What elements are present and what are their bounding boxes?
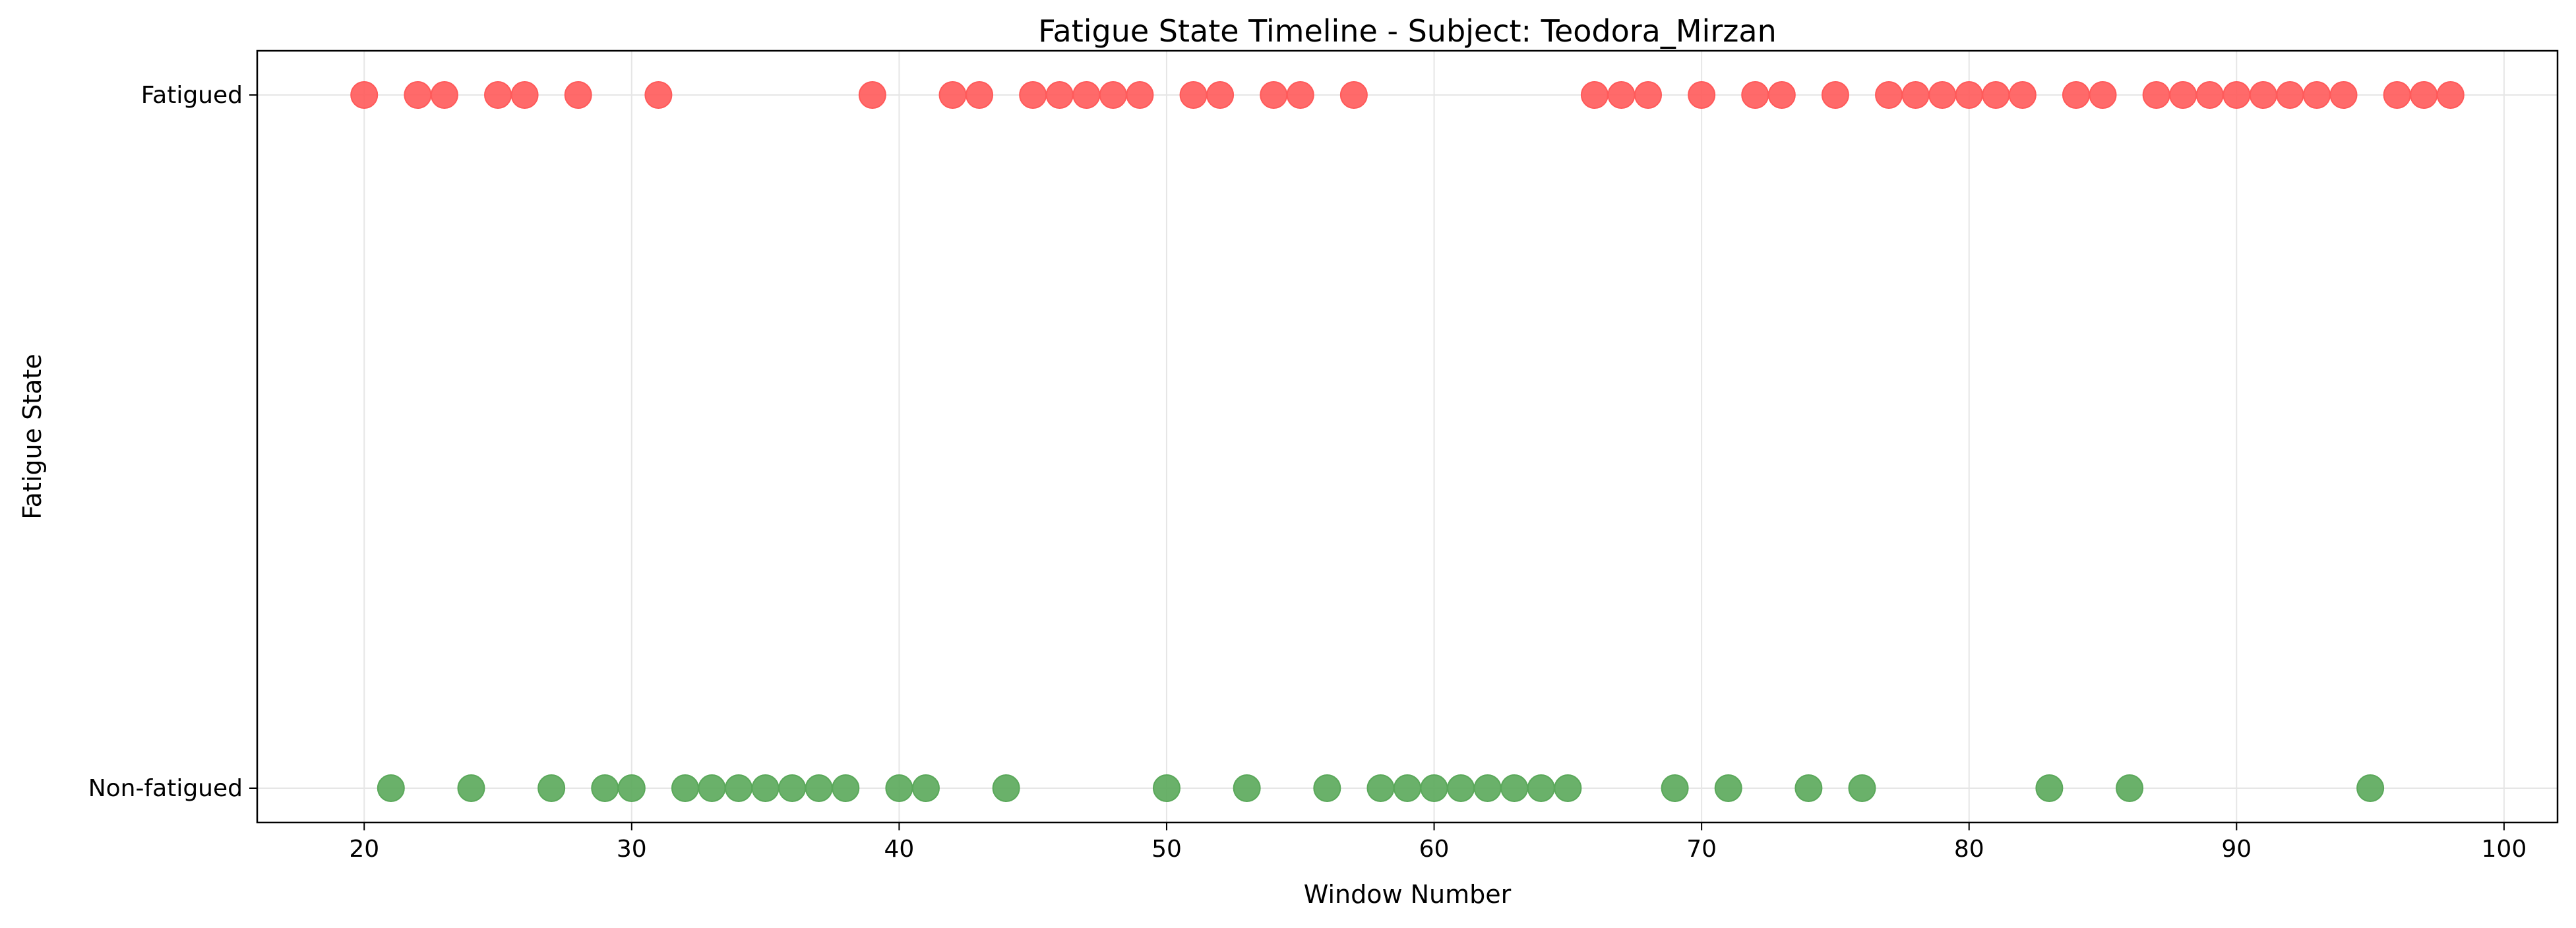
non-fatigued-point bbox=[1366, 774, 1395, 802]
non-fatigued-point bbox=[591, 774, 619, 802]
x-tick-label: 40 bbox=[884, 836, 914, 863]
fatigued-point bbox=[966, 81, 994, 109]
y-tick-label: Non-fatigued bbox=[88, 775, 243, 802]
fatigued-point bbox=[1901, 81, 1930, 109]
non-fatigued-point bbox=[1313, 774, 1341, 802]
x-tick-label: 100 bbox=[2482, 836, 2527, 863]
fatigued-point bbox=[2169, 81, 2197, 109]
y-axis-label: Fatigue State bbox=[18, 354, 47, 519]
fatigued-point bbox=[1339, 81, 1368, 109]
fatigued-point bbox=[2276, 81, 2304, 109]
non-fatigued-point bbox=[377, 774, 405, 802]
fatigued-point bbox=[2436, 81, 2465, 109]
plot-area-frame bbox=[256, 49, 2559, 824]
fatigued-point bbox=[564, 81, 592, 109]
non-fatigued-point bbox=[751, 774, 780, 802]
non-fatigued-point bbox=[725, 774, 753, 802]
chart-title: Fatigue State Timeline - Subject: Teodor… bbox=[1038, 13, 1776, 49]
data-points bbox=[350, 81, 2465, 802]
fatigued-point bbox=[1741, 81, 1769, 109]
fatigued-point bbox=[430, 81, 458, 109]
fatigued-point bbox=[1179, 81, 1208, 109]
fatigued-point bbox=[1045, 81, 1074, 109]
fatigued-point bbox=[1099, 81, 1127, 109]
fatigued-point bbox=[2383, 81, 2411, 109]
non-fatigued-point bbox=[1152, 774, 1181, 802]
non-fatigued-point bbox=[1527, 774, 1555, 802]
fatigued-point bbox=[510, 81, 539, 109]
fatigued-point bbox=[1580, 81, 1609, 109]
y-tick-label: Fatigued bbox=[141, 82, 243, 109]
x-tick-label: 70 bbox=[1686, 836, 1717, 863]
x-tick-label: 90 bbox=[2221, 836, 2252, 863]
non-fatigued-point bbox=[885, 774, 913, 802]
non-fatigued-point bbox=[671, 774, 699, 802]
non-fatigued-point bbox=[778, 774, 807, 802]
non-fatigued-point bbox=[2356, 774, 2385, 802]
fatigued-point bbox=[1206, 81, 1235, 109]
fatigued-point bbox=[2223, 81, 2251, 109]
fatigued-point bbox=[2249, 81, 2277, 109]
fatigued-point bbox=[1607, 81, 1636, 109]
fatigued-point bbox=[2062, 81, 2090, 109]
non-fatigued-point bbox=[805, 774, 833, 802]
fatigued-point bbox=[2329, 81, 2358, 109]
fatigued-point bbox=[2302, 81, 2331, 109]
fatigued-point bbox=[484, 81, 512, 109]
non-fatigued-point bbox=[1420, 774, 1448, 802]
non-fatigued-point bbox=[2116, 774, 2144, 802]
x-tick-label: 30 bbox=[617, 836, 647, 863]
fatigued-point bbox=[1688, 81, 1716, 109]
non-fatigued-point bbox=[1661, 774, 1689, 802]
non-fatigued-point bbox=[1794, 774, 1823, 802]
y-axis-ticks: Non-fatigued Fatigued bbox=[88, 82, 257, 802]
non-fatigued-point bbox=[1554, 774, 1582, 802]
non-fatigued-point bbox=[1447, 774, 1475, 802]
non-fatigued-point bbox=[537, 774, 566, 802]
non-fatigued-point bbox=[1848, 774, 1876, 802]
fatigued-point bbox=[1634, 81, 1663, 109]
non-fatigued-point bbox=[617, 774, 646, 802]
fatigued-point bbox=[2008, 81, 2037, 109]
fatigued-point bbox=[1019, 81, 1047, 109]
fatigued-point bbox=[350, 81, 379, 109]
grid-lines bbox=[257, 51, 2558, 822]
fatigued-point bbox=[404, 81, 432, 109]
non-fatigued-point bbox=[1233, 774, 1261, 802]
non-fatigued-point bbox=[457, 774, 485, 802]
fatigued-point bbox=[1821, 81, 1849, 109]
non-fatigued-point bbox=[911, 774, 940, 802]
non-fatigued-point bbox=[1500, 774, 1529, 802]
non-fatigued-point bbox=[1473, 774, 1502, 802]
x-tick-label: 50 bbox=[1151, 836, 1182, 863]
non-fatigued-point bbox=[1714, 774, 1742, 802]
non-fatigued-point bbox=[832, 774, 860, 802]
fatigued-point bbox=[1126, 81, 1154, 109]
x-axis-ticks: 20 30 40 50 60 70 80 90 100 bbox=[349, 822, 2527, 863]
fatigued-point bbox=[938, 81, 967, 109]
fatigued-point bbox=[1875, 81, 1903, 109]
fatigued-point bbox=[2195, 81, 2224, 109]
x-tick-label: 60 bbox=[1419, 836, 1450, 863]
fatigued-point bbox=[2142, 81, 2170, 109]
x-tick-label: 20 bbox=[349, 836, 379, 863]
x-tick-label: 80 bbox=[1954, 836, 1984, 863]
non-fatigued-point bbox=[698, 774, 726, 802]
non-fatigued-point bbox=[2035, 774, 2064, 802]
fatigued-point bbox=[2410, 81, 2438, 109]
x-axis-label: Window Number bbox=[1304, 880, 1512, 909]
fatigued-point bbox=[644, 81, 673, 109]
fatigued-point bbox=[1286, 81, 1314, 109]
fatigued-point bbox=[1928, 81, 1957, 109]
fatigued-point bbox=[1955, 81, 1983, 109]
fatigued-point bbox=[1260, 81, 1288, 109]
fatigued-point bbox=[1982, 81, 2010, 109]
fatigued-point bbox=[1767, 81, 1796, 109]
non-fatigued-point bbox=[992, 774, 1020, 802]
non-fatigued-point bbox=[1394, 774, 1421, 802]
fatigued-point bbox=[858, 81, 886, 109]
fatigued-point bbox=[2089, 81, 2117, 109]
fatigued-point bbox=[1072, 81, 1101, 109]
